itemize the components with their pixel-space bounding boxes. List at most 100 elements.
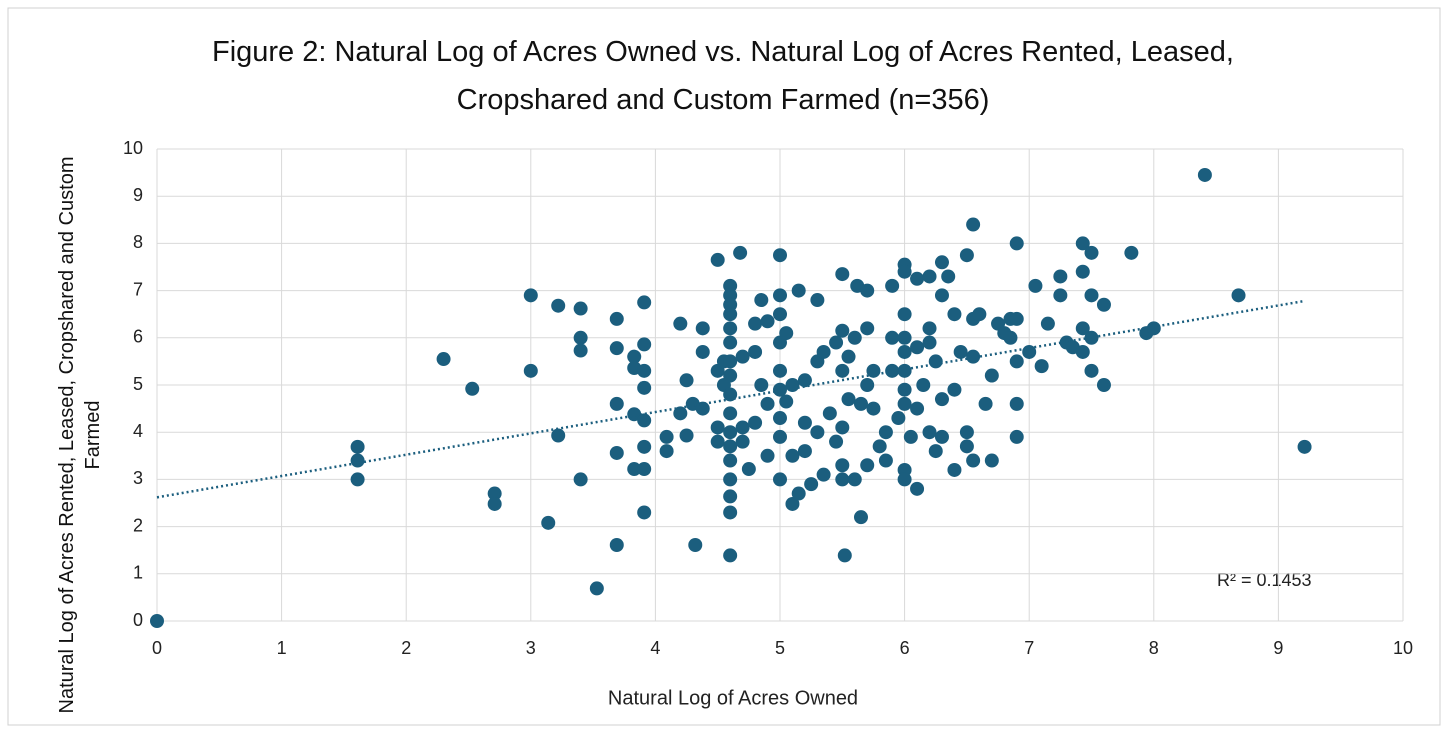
point	[1009, 236, 1024, 251]
point	[637, 413, 652, 428]
point	[627, 349, 642, 364]
point	[928, 354, 943, 369]
point	[779, 394, 794, 409]
point	[723, 321, 738, 336]
point	[1124, 245, 1139, 260]
point	[922, 425, 937, 440]
point	[816, 467, 831, 482]
point	[436, 352, 451, 367]
point	[723, 368, 738, 383]
x-axis-label: Natural Log of Acres Owned	[608, 687, 858, 709]
point	[679, 428, 694, 443]
y-tick-label: 7	[133, 279, 143, 299]
point	[723, 472, 738, 487]
point	[773, 472, 787, 487]
point	[959, 439, 974, 454]
point	[609, 445, 624, 460]
point	[609, 538, 624, 553]
point	[760, 314, 775, 329]
point	[816, 344, 831, 359]
point	[897, 472, 912, 487]
point	[941, 269, 956, 284]
point	[723, 297, 738, 312]
point	[487, 496, 502, 511]
point	[773, 248, 787, 263]
r-squared: R² = 0.1453	[1217, 570, 1312, 590]
point	[773, 307, 787, 322]
x-tick-label: 5	[775, 638, 785, 658]
point	[760, 448, 775, 463]
point	[829, 335, 844, 350]
point	[897, 307, 912, 322]
point	[637, 380, 652, 395]
point	[1096, 378, 1111, 392]
point	[797, 373, 812, 388]
point	[1075, 264, 1090, 279]
point	[910, 481, 925, 496]
point	[773, 363, 787, 378]
point	[723, 453, 738, 468]
point	[465, 381, 480, 396]
y-tick-label: 5	[133, 374, 143, 394]
x-tick-label: 3	[526, 638, 536, 658]
point	[891, 411, 906, 426]
point	[573, 330, 588, 345]
point	[897, 264, 912, 279]
point	[733, 245, 748, 260]
point	[1009, 311, 1024, 326]
y-tick-label: 3	[133, 468, 143, 488]
point	[609, 341, 624, 356]
y-tick-label: 9	[133, 185, 143, 205]
point	[785, 496, 800, 511]
point	[910, 271, 925, 286]
point	[1084, 245, 1099, 260]
point	[897, 330, 912, 345]
trendline	[156, 299, 1305, 499]
point	[659, 429, 674, 444]
point	[785, 448, 800, 463]
point	[837, 548, 852, 563]
point	[760, 396, 775, 411]
y-tick-label: 10	[123, 138, 143, 158]
point	[810, 425, 825, 440]
point	[804, 477, 819, 492]
point	[872, 439, 887, 454]
point	[959, 425, 974, 440]
y-tick-label: 0	[133, 610, 143, 630]
point	[1009, 429, 1024, 444]
point	[841, 392, 856, 407]
point	[350, 472, 365, 487]
point	[984, 368, 999, 383]
point	[860, 321, 875, 336]
point	[589, 581, 604, 596]
point	[710, 434, 725, 449]
point	[897, 382, 912, 397]
point	[773, 382, 787, 397]
point	[1075, 321, 1090, 336]
point	[947, 382, 962, 397]
x-tick-label: 4	[650, 638, 660, 658]
point	[928, 444, 943, 459]
point	[966, 349, 981, 364]
point	[835, 420, 850, 435]
point	[797, 444, 812, 459]
point	[1197, 167, 1212, 182]
chart-border	[7, 7, 1441, 726]
point	[860, 458, 875, 473]
point	[922, 335, 937, 350]
point	[723, 406, 738, 421]
point	[847, 472, 862, 487]
point	[741, 462, 756, 477]
x-tick-label: 2	[401, 638, 411, 658]
point	[541, 515, 556, 530]
point	[695, 344, 710, 359]
point	[791, 486, 806, 501]
point	[853, 510, 868, 525]
point	[910, 340, 925, 355]
point	[659, 444, 674, 459]
point	[785, 378, 800, 392]
point	[609, 396, 624, 411]
point	[959, 248, 974, 263]
point	[922, 269, 937, 284]
point	[723, 425, 738, 440]
